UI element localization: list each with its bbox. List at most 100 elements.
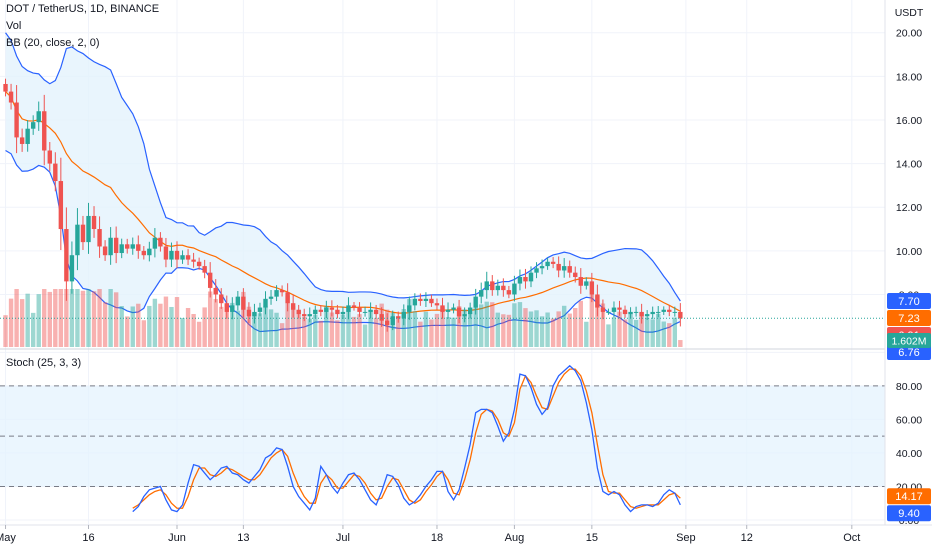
candle-body [213, 287, 218, 295]
volume-bar [528, 311, 534, 347]
volume-bar [8, 298, 14, 347]
volume-bar [80, 290, 86, 347]
candle-body [407, 305, 412, 312]
candle-body [268, 296, 274, 299]
volume-bar [584, 321, 589, 347]
volume-bar [279, 323, 285, 347]
volume-bar [329, 312, 335, 347]
stochastic-pane [0, 348, 932, 513]
stoch-legend[interactable]: Stoch (25, 3, 3) [6, 357, 81, 369]
volume-bar [224, 308, 229, 347]
volume-bar [268, 309, 274, 347]
volume-bar [423, 311, 429, 347]
candle-body [191, 259, 196, 262]
volume-bar [241, 291, 246, 347]
candle-body [606, 311, 611, 313]
volume-bar [451, 317, 456, 347]
time-tick-label: 13 [237, 532, 249, 544]
volume-bar [3, 315, 8, 347]
volume-bar [357, 314, 362, 347]
volume-bar [650, 319, 655, 347]
volume-bar [152, 298, 158, 347]
bollinger-legend[interactable]: BB (20, close, 2, 0) [6, 37, 100, 49]
stoch-value-tag-label: 14.17 [895, 491, 923, 503]
volume-bar [545, 312, 550, 347]
candle-body [578, 277, 583, 286]
candle-body [429, 298, 434, 304]
volume-label: Vol [6, 20, 22, 32]
candle-body [202, 266, 207, 273]
candle-body [495, 285, 501, 291]
candle-body [324, 307, 329, 312]
volume-bar [102, 302, 108, 347]
stoch-tick-label: 60.00 [896, 414, 922, 426]
volume-bar [207, 291, 213, 347]
candle-body [550, 261, 556, 264]
bollinger-label: BB (20, close, 2, 0) [6, 37, 100, 49]
volume-value-tag-label: 1.602M [891, 336, 926, 348]
volume-bar [556, 311, 561, 347]
volume-bar [479, 304, 484, 347]
candle-body [169, 250, 174, 260]
candle-body [661, 309, 666, 312]
volume-bar [169, 306, 174, 347]
axis-background [885, 0, 932, 550]
volume-bar [246, 306, 252, 347]
time-axis-background [0, 525, 932, 550]
volume-bar [490, 302, 495, 347]
stoch-label: Stoch (25, 3, 3) [6, 357, 82, 369]
candle-body [296, 309, 301, 315]
volume-bar [561, 305, 567, 347]
candle-body [462, 314, 467, 317]
volume-bar [644, 317, 650, 347]
volume-legend[interactable]: Vol [6, 20, 21, 32]
candle-body [628, 311, 633, 315]
volume-bar [622, 319, 628, 347]
candle-body [174, 250, 180, 260]
symbol-legend[interactable]: DOT / TetherUS, 1D, BINANCE [6, 3, 159, 15]
volume-bar [567, 313, 572, 347]
volume-bar [667, 323, 672, 347]
volume-bar [462, 309, 467, 347]
candle-body [180, 255, 185, 260]
candle-body [678, 311, 683, 319]
candle-body [19, 137, 25, 144]
stoch-value-tag [887, 505, 931, 522]
candle-body [102, 246, 108, 256]
volume-bar [456, 306, 462, 347]
candle-body [633, 311, 639, 313]
candle-body [219, 294, 224, 304]
stoch-k-line [132, 364, 681, 513]
candle-body [207, 272, 213, 288]
candle-body [396, 316, 401, 319]
candle-body [644, 314, 650, 317]
candle-body [58, 181, 64, 230]
candle-body [484, 281, 489, 291]
candle-body [384, 320, 390, 326]
time-axis[interactable]: May 16 Jun 13 Jul 18 Aug 15 Sep 12 Oct [0, 524, 932, 550]
price-value-tag [887, 310, 931, 327]
volume-bar [578, 300, 583, 347]
stoch-value-tag-label: 9.40 [898, 508, 919, 520]
symbol-title: DOT / TetherUS, 1D, BINANCE [6, 3, 160, 15]
price-tick-label: 12.00 [896, 202, 922, 214]
price-axis[interactable]: USDT20.0018.0016.0014.0012.0010.008.0010… [884, 0, 932, 550]
candle-body [119, 244, 124, 254]
candle-body [639, 311, 644, 317]
volume-bar [445, 317, 451, 347]
volume-bar [495, 312, 501, 347]
price-value-tag [887, 344, 931, 361]
time-tick-label: 16 [82, 532, 94, 544]
volume-bar [678, 340, 683, 347]
time-tick-label: 18 [431, 532, 443, 544]
candle-body [329, 307, 335, 310]
candle-body [335, 309, 340, 315]
candle-body [528, 272, 534, 282]
candle-body [479, 290, 484, 297]
candle-body [501, 285, 506, 291]
volume-bar [484, 301, 489, 347]
volume-bar [202, 307, 207, 347]
stoch-d-line [132, 368, 681, 509]
